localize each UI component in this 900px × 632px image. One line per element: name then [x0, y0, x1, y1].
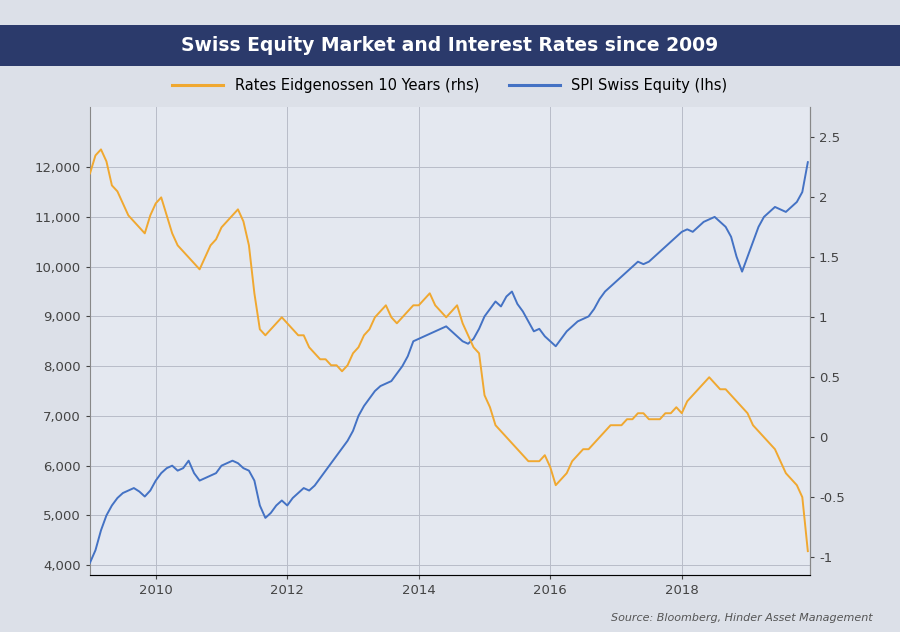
Legend: Rates Eidgenossen 10 Years (rhs), SPI Swiss Equity (lhs): Rates Eidgenossen 10 Years (rhs), SPI Sw… — [166, 72, 733, 99]
Text: Source: Bloomberg, Hinder Asset Management: Source: Bloomberg, Hinder Asset Manageme… — [611, 612, 873, 623]
Text: Swiss Equity Market and Interest Rates since 2009: Swiss Equity Market and Interest Rates s… — [182, 36, 718, 56]
